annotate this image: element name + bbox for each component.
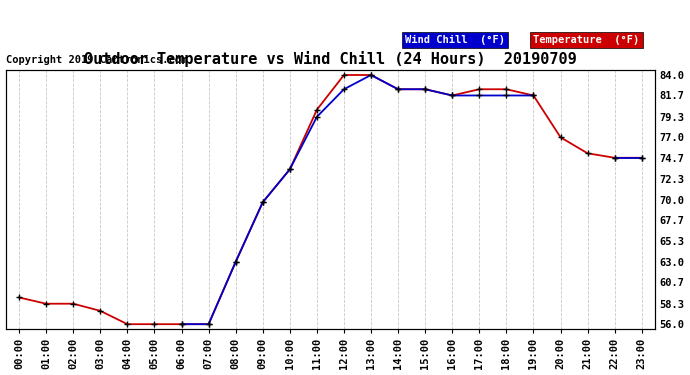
Text: Copyright 2019 Cartronics.com: Copyright 2019 Cartronics.com bbox=[6, 55, 187, 65]
Text: Wind Chill  (°F): Wind Chill (°F) bbox=[405, 35, 505, 45]
Text: Temperature  (°F): Temperature (°F) bbox=[533, 35, 640, 45]
Title: Outdoor Temperature vs Wind Chill (24 Hours)  20190709: Outdoor Temperature vs Wind Chill (24 Ho… bbox=[84, 51, 577, 68]
